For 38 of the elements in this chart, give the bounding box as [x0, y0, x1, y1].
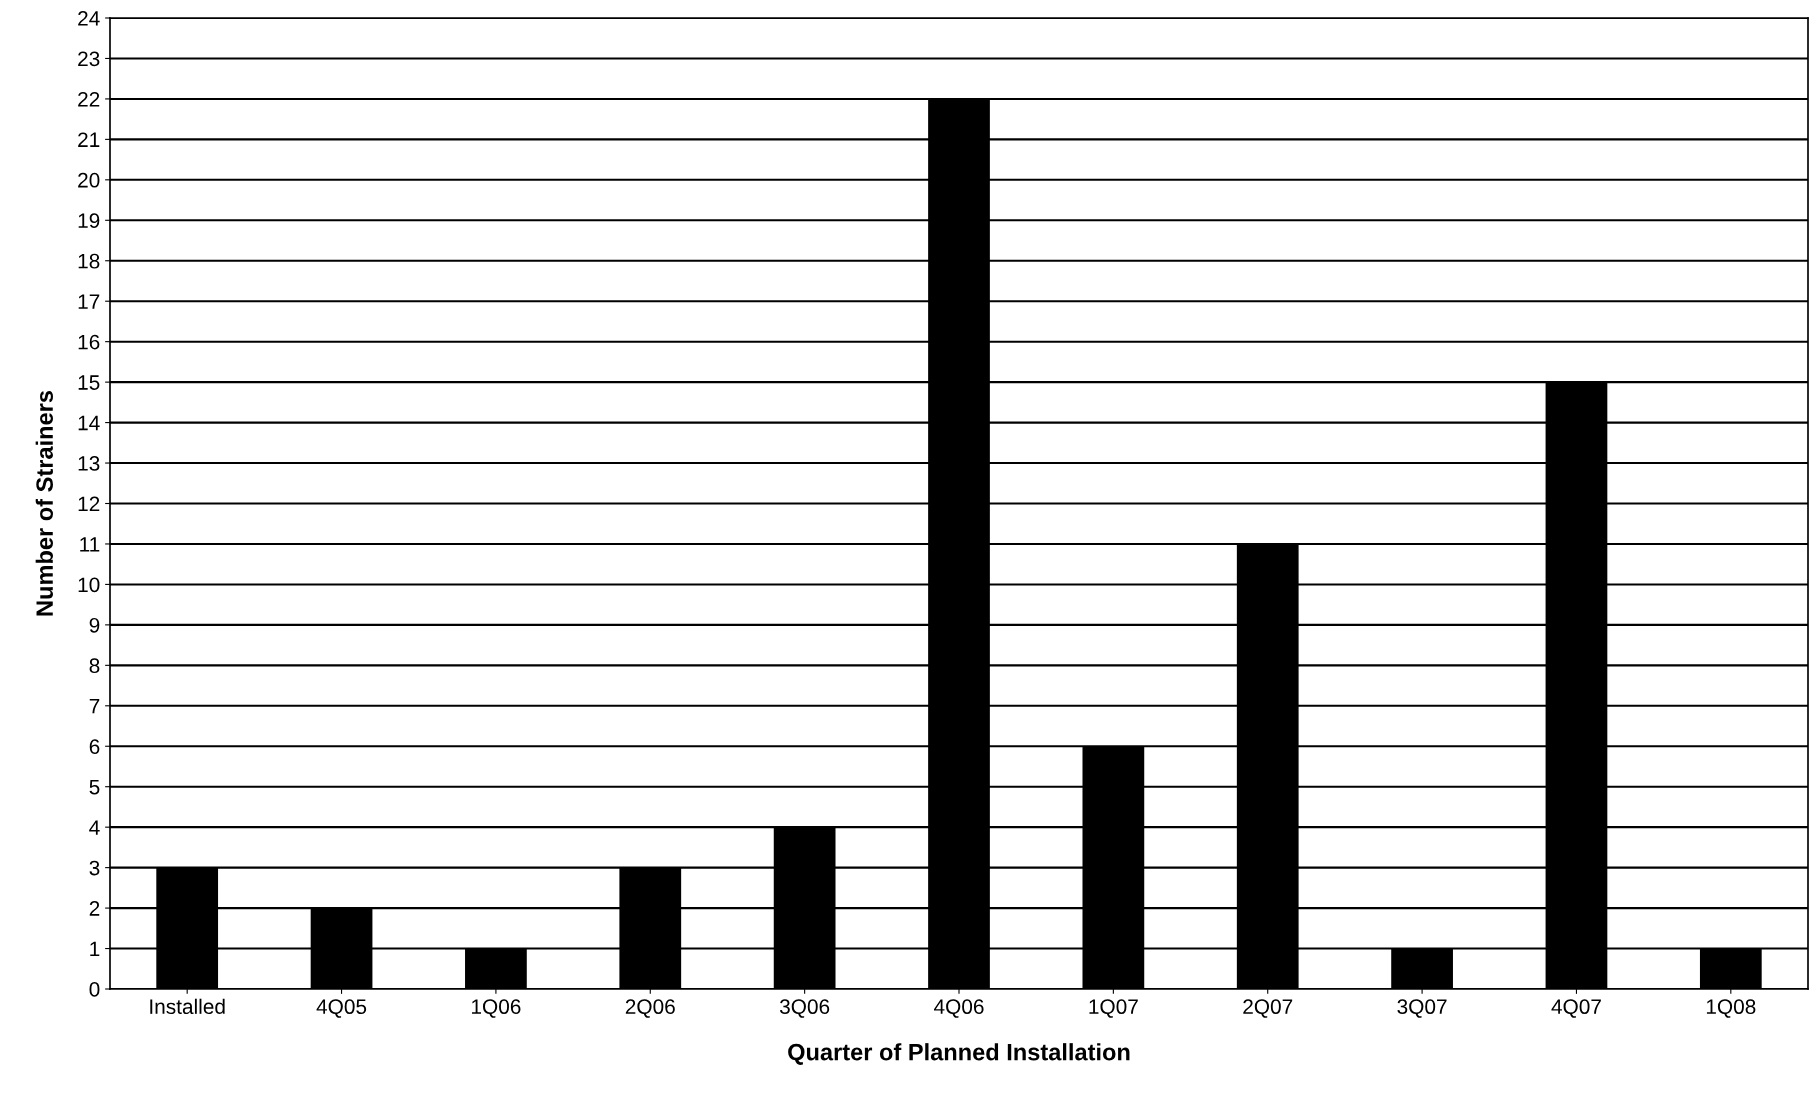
y-axis-title: Number of Strainers	[35, 390, 53, 616]
x-tick-label: 1Q07	[1089, 999, 1138, 1018]
y-tick-label: 12	[78, 496, 100, 512]
y-tick-label: 4	[89, 820, 100, 835]
y-tick-label: 21	[78, 132, 100, 147]
y-tick-label: 7	[89, 699, 100, 714]
x-tick-label: 1Q08	[1706, 999, 1756, 1018]
y-tick-label: 11	[80, 537, 100, 552]
y-tick-label: 23	[78, 51, 100, 67]
y-tick-label: 19	[78, 213, 100, 229]
y-tick-label: 13	[78, 456, 100, 471]
x-tick-label: Installed	[150, 998, 225, 1015]
y-tick-label: 24	[78, 11, 100, 26]
x-tick-label: 1Q06	[472, 999, 521, 1018]
y-tick-label: 17	[78, 294, 100, 309]
x-tick-label: 2Q06	[625, 999, 675, 1018]
y-tick-label: 1	[90, 941, 100, 957]
y-tick-label: 15	[78, 375, 100, 390]
y-tick-label: 3	[89, 860, 100, 876]
y-tick-label: 6	[89, 739, 100, 754]
y-tick-label: 22	[78, 91, 100, 107]
y-tick-label: 20	[78, 172, 100, 188]
x-tick-label: 3Q06	[779, 999, 830, 1018]
x-axis-title: Quarter of Planned Installation	[788, 1043, 1130, 1065]
y-tick-label: 10	[78, 577, 100, 593]
x-tick-label: 4Q06	[934, 999, 984, 1018]
y-tick-label: 16	[78, 334, 100, 350]
y-tick-label: 2	[89, 901, 100, 916]
y-tick-label: 5	[89, 779, 100, 795]
y-tick-label: 0	[89, 982, 100, 997]
x-tick-label: 2Q07	[1243, 999, 1293, 1018]
y-tick-label: 9	[89, 617, 100, 633]
x-tick-label: 4Q07	[1551, 999, 1601, 1018]
x-tick-label: 3Q07	[1397, 999, 1447, 1018]
y-tick-label: 8	[89, 658, 100, 674]
y-tick-label: 18	[78, 253, 100, 269]
x-tick-label: 4Q05	[316, 999, 367, 1018]
y-tick-label: 14	[78, 415, 100, 431]
